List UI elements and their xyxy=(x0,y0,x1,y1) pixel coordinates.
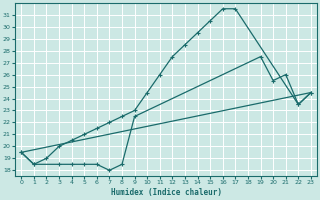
X-axis label: Humidex (Indice chaleur): Humidex (Indice chaleur) xyxy=(111,188,221,197)
